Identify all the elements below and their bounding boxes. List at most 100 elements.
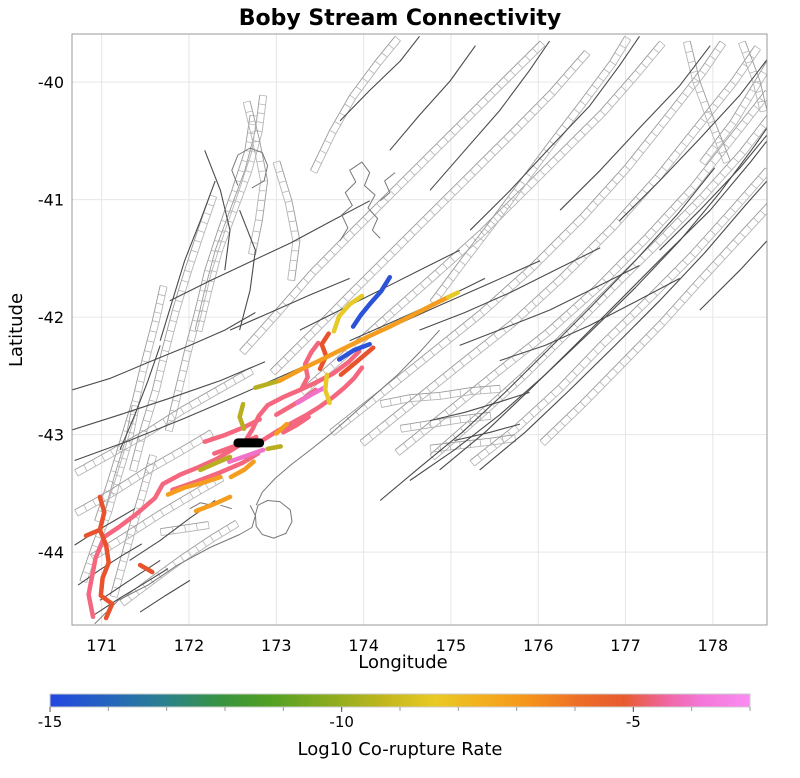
fault-trace: [389, 45, 476, 151]
stream-layer: [83, 274, 461, 621]
stream-line: [274, 421, 290, 436]
stream-line: [446, 290, 461, 300]
fault-trace: [469, 35, 640, 231]
fault-trace: [99, 559, 161, 601]
y-tick-label: -40: [38, 73, 64, 92]
stream-line: [336, 341, 372, 362]
fault-ladder-rungs: [699, 61, 767, 166]
fault-ladder-rungs: [683, 40, 731, 164]
fault-ladder-rungs: [359, 45, 761, 447]
stream-line: [253, 378, 283, 390]
stream-line: [281, 414, 311, 435]
fault-trace: [699, 240, 767, 311]
x-tick-label: 172: [174, 636, 205, 655]
fault-trace: [409, 127, 767, 481]
stream-line: [331, 293, 365, 334]
coastline: [255, 329, 440, 506]
colorbar-tick-label: -5: [626, 713, 641, 731]
y-tick-label: -42: [38, 308, 64, 327]
fault-trace: [119, 345, 161, 451]
fault-ladder-rungs: [165, 114, 258, 432]
fault-ladder-rail: [429, 36, 626, 301]
y-tick-label: -43: [38, 426, 64, 445]
fault-trace: [72, 312, 256, 391]
colorbar-tick-label: -15: [38, 713, 63, 731]
fault-trace: [429, 391, 530, 422]
plot-background: [72, 34, 767, 625]
colorbar: [49, 693, 751, 708]
fault-ladder-rungs: [119, 520, 240, 607]
fault-trace: [499, 277, 680, 362]
colorbar-tick-labels: -15 -10 -5: [38, 713, 641, 731]
fault-trace: [454, 423, 521, 442]
stream-line: [350, 274, 393, 329]
fault-trace: [169, 200, 370, 302]
x-tick-label: 171: [86, 636, 117, 655]
plot-border: [71, 33, 768, 626]
fault-trace: [94, 568, 169, 615]
x-axis-label: Longitude: [358, 652, 448, 673]
stream-line: [97, 494, 107, 533]
fault-ladder-rungs: [89, 474, 225, 561]
stream-line: [193, 494, 233, 514]
stream-line: [299, 340, 321, 392]
fault-ladder-rungs: [539, 203, 767, 446]
figure-title: Boby Stream Connectivity: [239, 6, 562, 31]
fault-trace: [239, 209, 256, 331]
fault-ladder-rungs: [394, 90, 767, 456]
x-tick-label: 175: [436, 636, 467, 655]
fault-trace-layer: [72, 35, 767, 615]
fault-ladder-rail: [435, 39, 632, 306]
fault-ladder-rungs: [469, 167, 767, 467]
x-tick-label: 173: [261, 636, 292, 655]
coastline: [220, 504, 232, 510]
coastline: [231, 147, 269, 189]
fault-ladder-rungs: [272, 160, 300, 282]
fault-ladder-rungs: [74, 367, 254, 477]
fault-ladder-rail: [400, 411, 491, 426]
x-tick-labels: 171 172 173 174 175 176 177 178: [86, 636, 728, 655]
colorbar-tick-label: -10: [329, 713, 354, 731]
stream-line: [165, 474, 223, 497]
fault-trace: [659, 134, 767, 251]
y-tick-label: -44: [38, 543, 64, 562]
fault-ladder-rungs: [269, 50, 591, 376]
fault-trace: [379, 167, 716, 501]
stream-line: [317, 331, 331, 372]
fault-trace: [72, 361, 266, 431]
x-tick-label: 178: [698, 636, 729, 655]
fault-trace: [229, 277, 350, 331]
coastline: [379, 172, 396, 202]
stream-line: [226, 447, 266, 464]
stream-line: [86, 439, 248, 620]
stream-line: [83, 527, 115, 621]
y-axis-label: Latitude: [6, 293, 27, 367]
y-tick-label: -41: [38, 191, 64, 210]
stream-line: [198, 454, 233, 473]
stream-line: [228, 459, 256, 480]
stream-line: [265, 444, 283, 452]
gridlines: [72, 34, 767, 625]
colorbar-label: Log10 Co-rupture Rate: [298, 739, 503, 760]
stream-line: [322, 372, 332, 406]
coastline: [254, 500, 293, 539]
fault-trace: [74, 508, 136, 546]
fault-trace: [439, 140, 767, 471]
x-tick-label: 174: [348, 636, 379, 655]
coastline: [94, 504, 256, 625]
coastline-layer: [94, 147, 440, 625]
y-tick-labels: -40 -41 -42 -43 -44: [38, 73, 64, 562]
fault-trace: [204, 150, 231, 271]
stream-line: [338, 345, 376, 377]
fault-trace: [139, 579, 191, 613]
colorbar-ticks: [49, 707, 751, 712]
x-tick-label: 176: [523, 636, 554, 655]
stream-line: [202, 417, 262, 444]
fault-ladder-rungs: [310, 35, 401, 174]
fault-trace: [339, 35, 420, 122]
fault-ladder-rungs: [399, 412, 492, 433]
stream-line: [237, 401, 247, 432]
fault-ladder-rungs: [738, 40, 767, 113]
fault-trace: [159, 180, 216, 341]
